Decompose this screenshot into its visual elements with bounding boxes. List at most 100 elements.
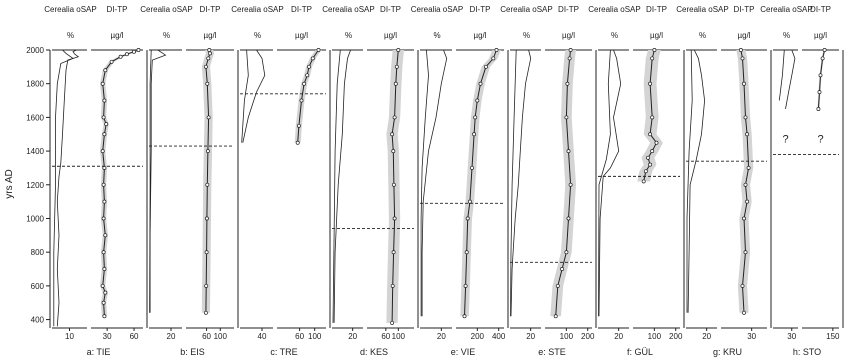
tp-sample-point (203, 64, 208, 69)
tp-sample-point (102, 165, 107, 170)
y-axis-label: yrs AD (4, 169, 15, 198)
cereal-unit: % (783, 31, 790, 40)
tp-sample-point (299, 98, 304, 103)
panel-8: Cerealia oSAP% DI-TP µg/l 30 150 h: STO?? (760, 5, 844, 357)
tp-x-tick-label: 60 (130, 332, 139, 341)
tp-sample-point (206, 56, 211, 61)
tp-sample-point (462, 314, 467, 319)
osap-curve (241, 49, 249, 143)
tp-sample-point (475, 98, 480, 103)
tp-sample-point (307, 64, 311, 69)
tp-sample-point (205, 149, 210, 154)
osap-curve (598, 49, 611, 317)
panel-5: Cerealia oSAP% DI-TP µg/l 20 100 200 e: STE (500, 5, 597, 357)
tp-x-tick-label: 100 (214, 332, 228, 341)
tp-sample-point (391, 149, 396, 154)
tp-sample-point (553, 314, 558, 319)
osap-curve (510, 49, 517, 317)
tp-sample-point (103, 68, 108, 73)
tp-sample-point (652, 48, 657, 52)
cereal-header: Cerealia oSAP (760, 5, 812, 14)
tp-sample-point (392, 115, 397, 120)
tp-sample-point (566, 216, 571, 221)
tp-sample-point (103, 290, 108, 295)
tp-sample-point (472, 132, 477, 137)
panel-label: g: KRU (713, 347, 742, 357)
cereal-unit: % (611, 31, 618, 40)
tp-x-tick-label: 30 (103, 332, 112, 341)
cereal-header: Cerealia oSAP (322, 5, 374, 14)
tp-unit: µg/l (295, 31, 308, 40)
osap-curve (332, 49, 341, 323)
tp-sample-point (820, 56, 825, 61)
tp-sample-point (646, 155, 650, 160)
cereal-curve (687, 49, 706, 313)
tp-sample-point (648, 162, 653, 167)
tp-uncertainty-band (201, 50, 215, 313)
cereal-x-tick-label: 20 (614, 332, 623, 341)
tp-x-tick-label: 400 (492, 332, 506, 341)
panel-2: Cerealia oSAP% DI-TP µg/l 40 60 100 c: TRE (231, 5, 331, 357)
tp-uncertainty-band (637, 50, 663, 182)
tp-x-tick-label: 60 (202, 332, 211, 341)
cereal-unit: % (67, 31, 74, 40)
cereal-x-tick-label: 20 (348, 332, 357, 341)
cereal-curve (785, 49, 796, 110)
tp-sample-point (396, 48, 401, 52)
tp-sample-point (391, 182, 396, 187)
tp-sample-point (102, 132, 107, 137)
tp-sample-point (464, 250, 469, 255)
cereal-unit: % (699, 31, 706, 40)
panel-0: Cerealia oSAP% DI-TP µg/l 10 30 60 a: TIE (44, 5, 148, 357)
tp-unit: µg/l (650, 31, 663, 40)
cereal-curve (421, 49, 448, 317)
tp-sample-point (742, 216, 746, 221)
tp-sample-point (390, 283, 395, 288)
y-tick-label: 2000 (26, 46, 44, 55)
osap-curve (420, 49, 429, 317)
tp-sample-point (818, 73, 823, 78)
tp-x-tick-label: 60 (381, 332, 390, 341)
tp-sample-point (822, 48, 827, 52)
osap-curve (53, 49, 74, 327)
panel-1: Cerealia oSAP% DI-TP µg/l 20 60 100 b: EIS (140, 5, 239, 357)
cereal-unit: % (433, 31, 440, 40)
tp-x-tick-label: 200 (581, 332, 595, 341)
tp-uncertainty-band (736, 50, 754, 313)
y-tick-label: 1600 (26, 113, 44, 122)
tp-sample-point (745, 132, 750, 137)
cereal-header: Cerealia oSAP (231, 5, 283, 14)
tp-sample-point (132, 49, 136, 54)
cereal-x-tick-label: 20 (702, 332, 711, 341)
tp-sample-point (393, 81, 398, 86)
tp-header: DI-TP (291, 5, 312, 14)
tp-sample-point (568, 182, 573, 187)
cereal-header: Cerealia oSAP (676, 5, 728, 14)
tp-unit: µg/l (473, 31, 486, 40)
tp-sample-point (494, 48, 499, 52)
panel-6: Cerealia oSAP% DI-TP µg/l 20 100 200 f: GÜL (588, 5, 685, 357)
tp-sample-point (743, 115, 748, 120)
tp-sample-point (206, 115, 211, 120)
tp-sample-point (465, 216, 470, 221)
tp-sample-point (740, 283, 745, 288)
tp-sample-point (103, 233, 108, 238)
tp-sample-point (118, 54, 123, 59)
tp-sample-point (470, 165, 474, 170)
tp-sample-point (136, 48, 141, 52)
tp-x-tick-label: 100 (392, 332, 406, 341)
panel-label: b: EIS (180, 347, 205, 357)
tp-x-tick-label: 100 (560, 332, 574, 341)
tp-unit: µg/l (384, 31, 397, 40)
tp-sample-point (478, 81, 483, 86)
cereal-x-tick-label: 20 (167, 332, 176, 341)
tp-sample-point (102, 98, 107, 103)
tp-sample-point (473, 115, 478, 120)
tp-sample-point (817, 90, 822, 95)
tp-sample-point (295, 140, 300, 145)
tp-sample-point (568, 48, 573, 52)
tp-header: DI-TP (470, 5, 491, 14)
cereal-unit: % (163, 31, 170, 40)
panel-4: Cerealia oSAP% DI-TP µg/l 20 200 400 e: VIE (411, 5, 509, 357)
